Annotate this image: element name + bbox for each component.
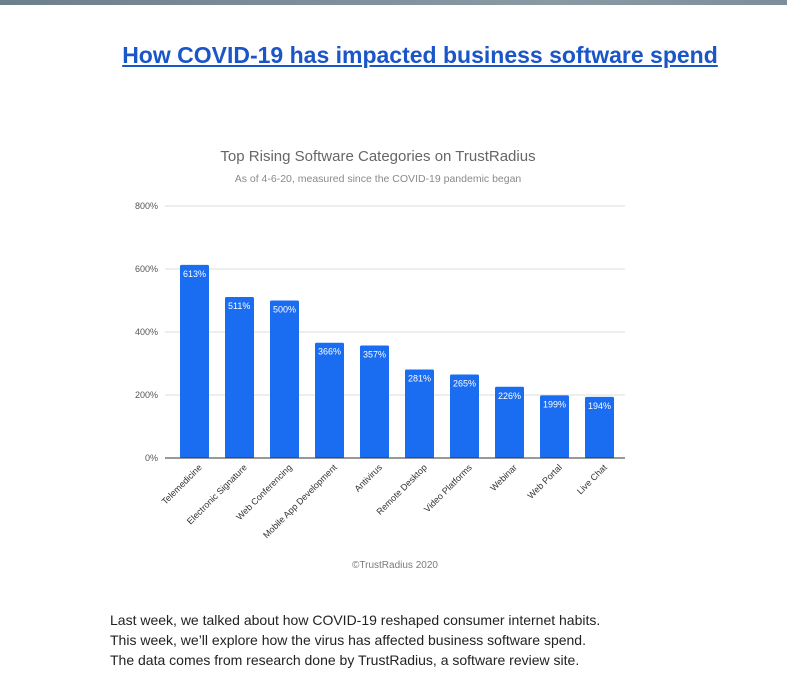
x-category-label: Live Chat — [575, 462, 609, 496]
bar-value-label: 194% — [588, 401, 611, 411]
bar — [450, 374, 479, 458]
x-category-label: Mobile App Development — [261, 462, 339, 540]
y-tick-label: 200% — [135, 390, 158, 400]
chart-subtitle: As of 4-6-20, measured since the COVID-1… — [234, 173, 522, 185]
intro-line-3: The data comes from research done by Tru… — [110, 652, 580, 668]
chart-plot-area: 0%200%400%600%800%613%Telemedicine511%El… — [135, 201, 625, 540]
top-accent-bar — [0, 0, 787, 5]
bar — [585, 396, 614, 458]
y-tick-label: 600% — [135, 264, 158, 274]
bar — [405, 369, 434, 458]
y-tick-label: 800% — [135, 201, 158, 211]
bar-value-label: 613% — [183, 269, 206, 279]
bar-value-label: 265% — [453, 379, 476, 389]
intro-line-1: Last week, we talked about how COVID-19 … — [110, 612, 601, 628]
headline-link[interactable]: How COVID-19 has impacted business softw… — [122, 42, 718, 68]
bar-value-label: 226% — [498, 391, 521, 401]
bar — [180, 264, 209, 458]
x-category-label: Webinar — [488, 462, 519, 493]
bar-value-label: 281% — [408, 373, 431, 383]
article-headline: How COVID-19 has impacted business softw… — [110, 38, 730, 72]
chart-title: Top Rising Software Categories on TrustR… — [220, 148, 536, 165]
article-intro: Last week, we talked about how COVID-19 … — [110, 610, 710, 670]
bar-value-label: 511% — [228, 301, 250, 311]
bar — [495, 386, 524, 458]
bar-value-label: 357% — [363, 350, 386, 360]
bar-value-label: 199% — [543, 399, 566, 409]
bar-value-label: 500% — [273, 305, 296, 315]
bar — [540, 395, 569, 458]
y-tick-label: 0% — [145, 453, 158, 463]
intro-line-2: This week, we’ll explore how the virus h… — [110, 632, 586, 648]
bar — [270, 300, 299, 458]
bar — [360, 345, 389, 458]
y-tick-label: 400% — [135, 327, 158, 337]
x-category-label: Antivirus — [352, 462, 384, 494]
x-category-label: Telemedicine — [160, 462, 204, 506]
bar-value-label: 366% — [318, 347, 341, 357]
bar — [315, 342, 344, 458]
chart-source-credit: ©TrustRadius 2020 — [352, 560, 438, 571]
bar — [225, 297, 254, 458]
bar-chart: Top Rising Software Categories on TrustR… — [100, 140, 660, 580]
x-category-label: Video Platforms — [422, 462, 474, 514]
x-category-label: Web Portal — [525, 462, 563, 500]
